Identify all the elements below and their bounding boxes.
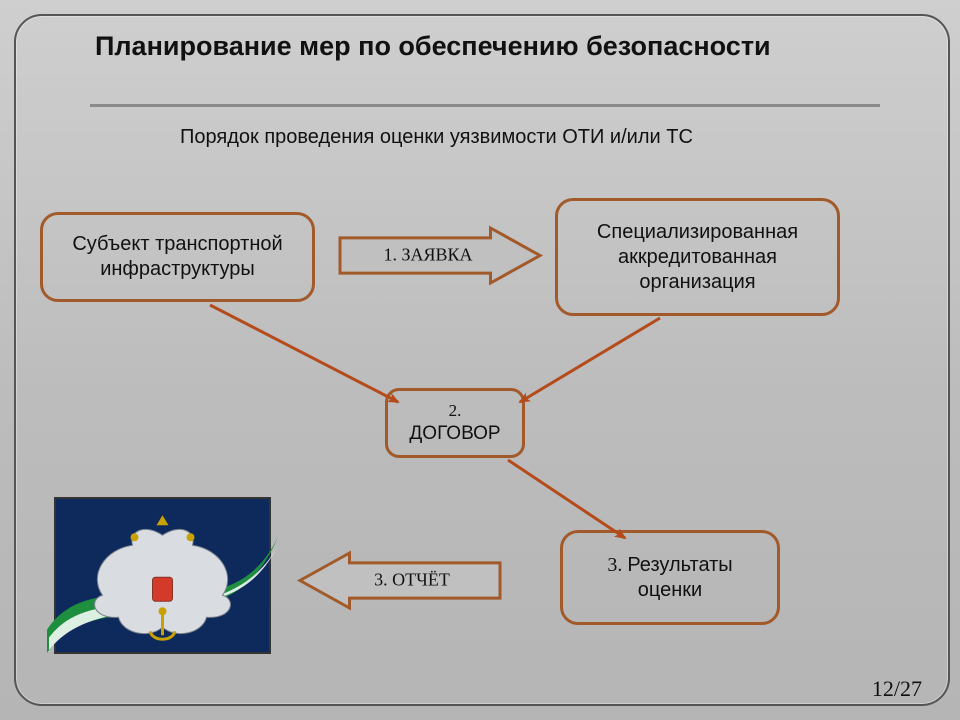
- node-contract: 2. ДОГОВОР: [385, 388, 525, 458]
- node-subject: Субъект транспортной инфраструктуры: [40, 212, 315, 302]
- subtitle: Порядок проведения оценки уязвимости ОТИ…: [180, 124, 780, 150]
- slide-frame: [14, 14, 950, 706]
- node-org-label: Специализированная аккредитованная орган…: [572, 220, 823, 295]
- node-results-label: 3. Результаты оценки: [577, 553, 763, 603]
- node-results-text: Результаты оценки: [627, 554, 732, 601]
- node-results-num: 3.: [607, 554, 627, 576]
- page-title: Планирование мер по обеспечению безопасн…: [95, 30, 815, 64]
- node-contract-num: 2.: [449, 401, 462, 420]
- node-contract-text: ДОГОВОР: [409, 423, 500, 444]
- node-results: 3. Результаты оценки: [560, 530, 780, 625]
- title-underline: [90, 104, 880, 107]
- node-org: Специализированная аккредитованная орган…: [555, 198, 840, 316]
- node-contract-label: 2. ДОГОВОР: [402, 400, 508, 446]
- slide: Планирование мер по обеспечению безопасн…: [0, 0, 960, 720]
- page-number: 12/27: [872, 676, 922, 702]
- node-subject-label: Субъект транспортной инфраструктуры: [57, 232, 298, 282]
